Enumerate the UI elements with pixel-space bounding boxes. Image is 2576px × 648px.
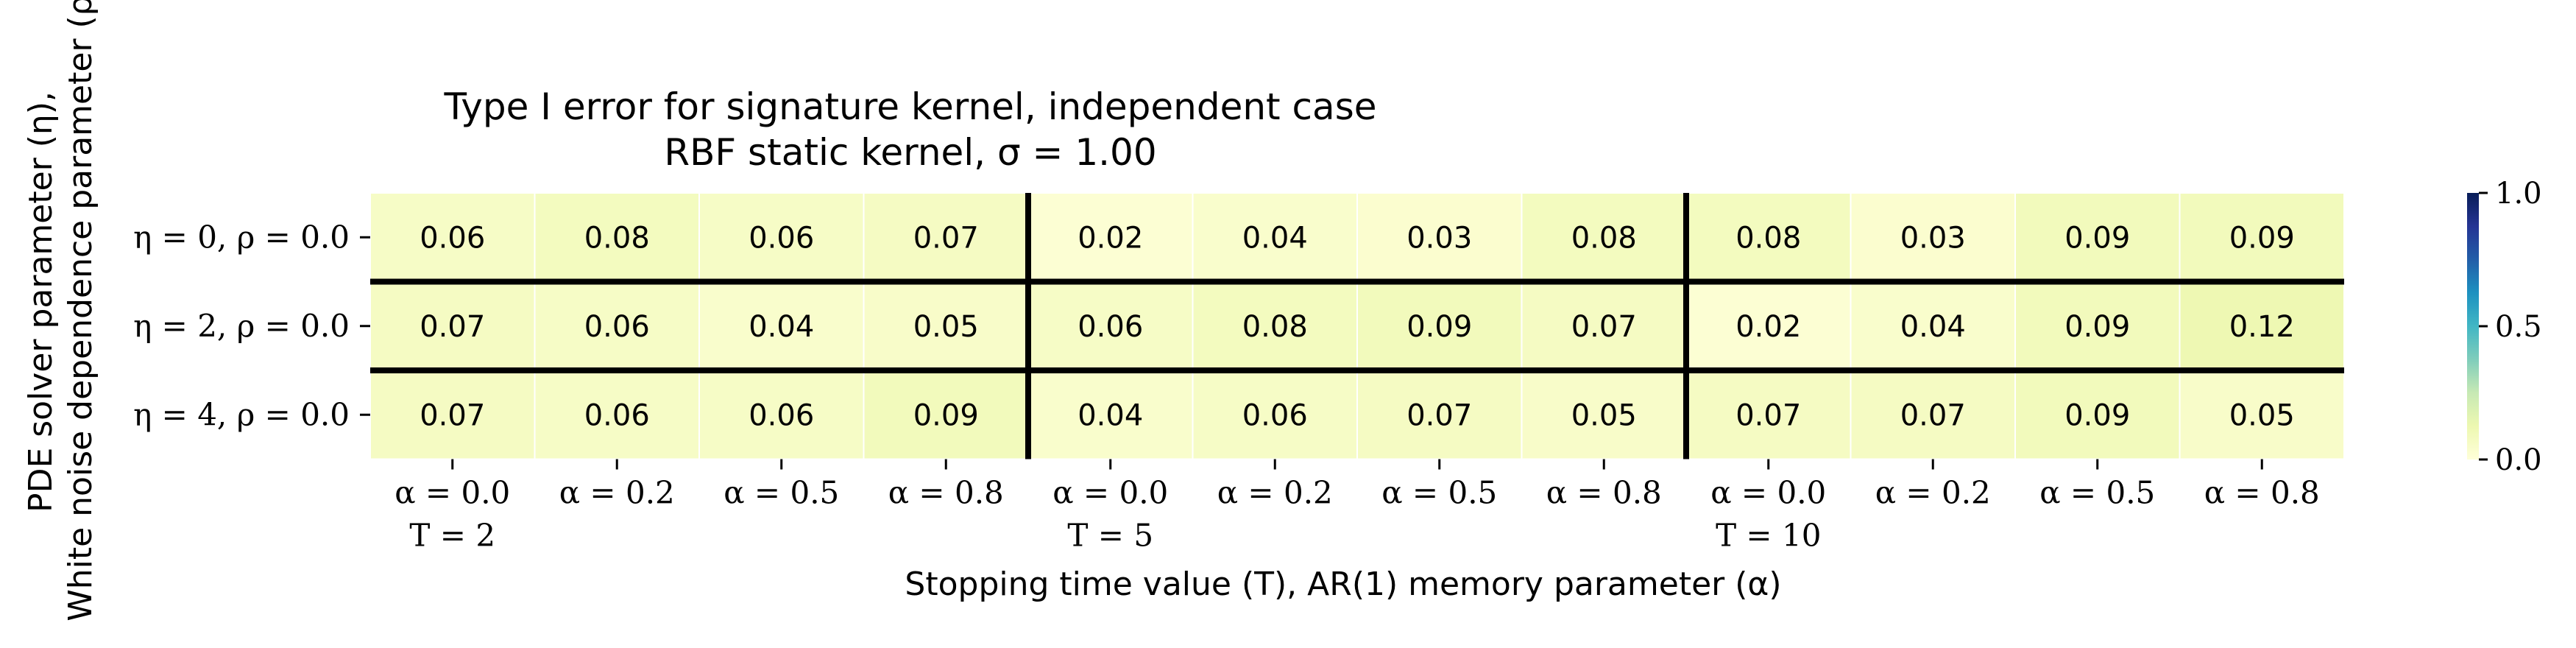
cell-value-label: 0.06 [584,310,650,344]
cell-value-label: 0.08 [1571,221,1637,255]
heatmap-cell [1850,192,2016,283]
heatmap-cell [2014,281,2181,371]
heatmap-cell [1685,281,1852,371]
x-tick-label: α = 0.5 [1381,475,1497,511]
cell-value-label: 0.03 [1900,221,1966,255]
heatmap-cell [1356,281,1523,371]
cell-value-label: 0.06 [1242,398,1308,432]
cell-value-label: 0.09 [1406,310,1472,344]
cell-value-label: 0.07 [913,221,979,255]
group-separators [370,193,2344,459]
x-tick-label: α = 0.2 [559,475,675,511]
cell-value-label: 0.06 [1078,310,1143,344]
x-tick-label: α = 0.8 [888,475,1004,511]
cell-value-label: 0.08 [1735,221,1801,255]
heatmap-cell [1521,281,1687,371]
heatmap-cell [369,281,536,371]
cell-value-label: 0.08 [584,221,650,255]
y-tick-label: η = 2, ρ = 0.0 [133,308,350,344]
heatmap-cell [698,370,865,460]
x-group-label: T = 5 [1067,518,1153,554]
y-axis-label-line2: White noise dependence parameter (ρ) [62,0,99,621]
cell-value-label: 0.05 [913,310,979,344]
cell-value-label: 0.09 [2064,398,2130,432]
heatmap-cell [698,192,865,283]
cell-value-label: 0.09 [2229,221,2295,255]
heatmap-cell [534,192,700,283]
heatmap-cell [369,192,536,283]
cell-value-label: 0.03 [1406,221,1472,255]
heatmap-cell [369,370,536,460]
heatmap-cell [863,370,1029,460]
y-tick-label: η = 0, ρ = 0.0 [133,219,350,255]
cell-value-label: 0.07 [1406,398,1472,432]
cell-value-label: 0.05 [1571,398,1637,432]
cell-value-label: 0.04 [749,310,814,344]
heatmap-cell [1192,281,1358,371]
cell-value-label: 0.04 [1242,221,1308,255]
y-tick-label: η = 4, ρ = 0.0 [133,396,350,432]
cell-value-label: 0.07 [1900,398,1966,432]
x-tick-label: α = 0.5 [723,475,839,511]
cell-value-label: 0.08 [1242,310,1308,344]
cell-value-label: 0.06 [420,221,485,255]
heatmap-cell [863,281,1029,371]
x-tick-label: α = 0.2 [1217,475,1333,511]
x-group-label: T = 10 [1716,518,1821,554]
x-tick-label: α = 0.0 [1710,475,1826,511]
cell-value-label: 0.02 [1078,221,1143,255]
cell-value-label: 0.09 [2064,310,2130,344]
colorbar: 0.0 0.5 1.0 [2467,177,2542,477]
cell-value-label: 0.07 [1571,310,1637,344]
x-tick-label: α = 0.5 [2039,475,2155,511]
heatmap-cell [2179,192,2345,283]
y-axis-label-line1: PDE solver parameter (η), [22,91,60,513]
heatmap-cell [2014,370,2181,460]
x-group-label: T = 2 [409,518,495,554]
chart-subtitle: RBF static kernel, σ = 1.00 [664,131,1156,174]
heatmap-cell [1192,192,1358,283]
cell-value-label: 0.04 [1900,310,1966,344]
cell-value-label: 0.09 [2064,221,2130,255]
cell-value-label: 0.07 [420,310,485,344]
heatmap-cell [863,192,1029,283]
heatmap-cell [1027,370,1194,460]
cell-value-label: 0.09 [913,398,979,432]
colorbar-tick-label: 0.5 [2495,310,2542,344]
heatmap-cell [2179,281,2345,371]
heatmap-cell [2179,370,2345,460]
cell-value-label: 0.05 [2229,398,2295,432]
colorbar-tick-label: 1.0 [2495,177,2542,211]
cell-value-label: 0.06 [749,398,814,432]
x-tick-label: α = 0.8 [2204,475,2320,511]
colorbar-gradient [2467,193,2479,459]
cell-value-label: 0.04 [1078,398,1143,432]
heatmap-cell [1027,192,1194,283]
cell-value-label: 0.12 [2229,310,2295,344]
x-axis-label: Stopping time value (T), AR(1) memory pa… [905,566,1781,603]
cell-value-label: 0.06 [584,398,650,432]
chart-title: Type I error for signature kernel, indep… [443,85,1376,128]
x-tick-label: α = 0.2 [1875,475,1991,511]
heatmap-cells: 0.06 0.08 0.06 0.07 0.02 0.04 0.03 0.08 0.08 0.03… [369,192,2345,460]
x-tick-label: α = 0.0 [394,475,510,511]
x-tick-label: α = 0.8 [1546,475,1662,511]
cell-value-label: 0.07 [420,398,485,432]
cell-value-label: 0.06 [749,221,814,255]
cell-value-label: 0.02 [1735,310,1801,344]
x-ticks: α = 0.0 α = 0.2 α = 0.5 α = 0.8 α = 0.0 α = 0… [394,459,2320,554]
x-tick-label: α = 0.0 [1052,475,1168,511]
heatmap-cell [1521,192,1687,283]
colorbar-tick-label: 0.0 [2495,443,2542,477]
y-ticks: η = 0, ρ = 0.0 η = 2, ρ = 0.0 η = 4, ρ = 0… [133,219,370,432]
cell-value-label: 0.07 [1735,398,1801,432]
